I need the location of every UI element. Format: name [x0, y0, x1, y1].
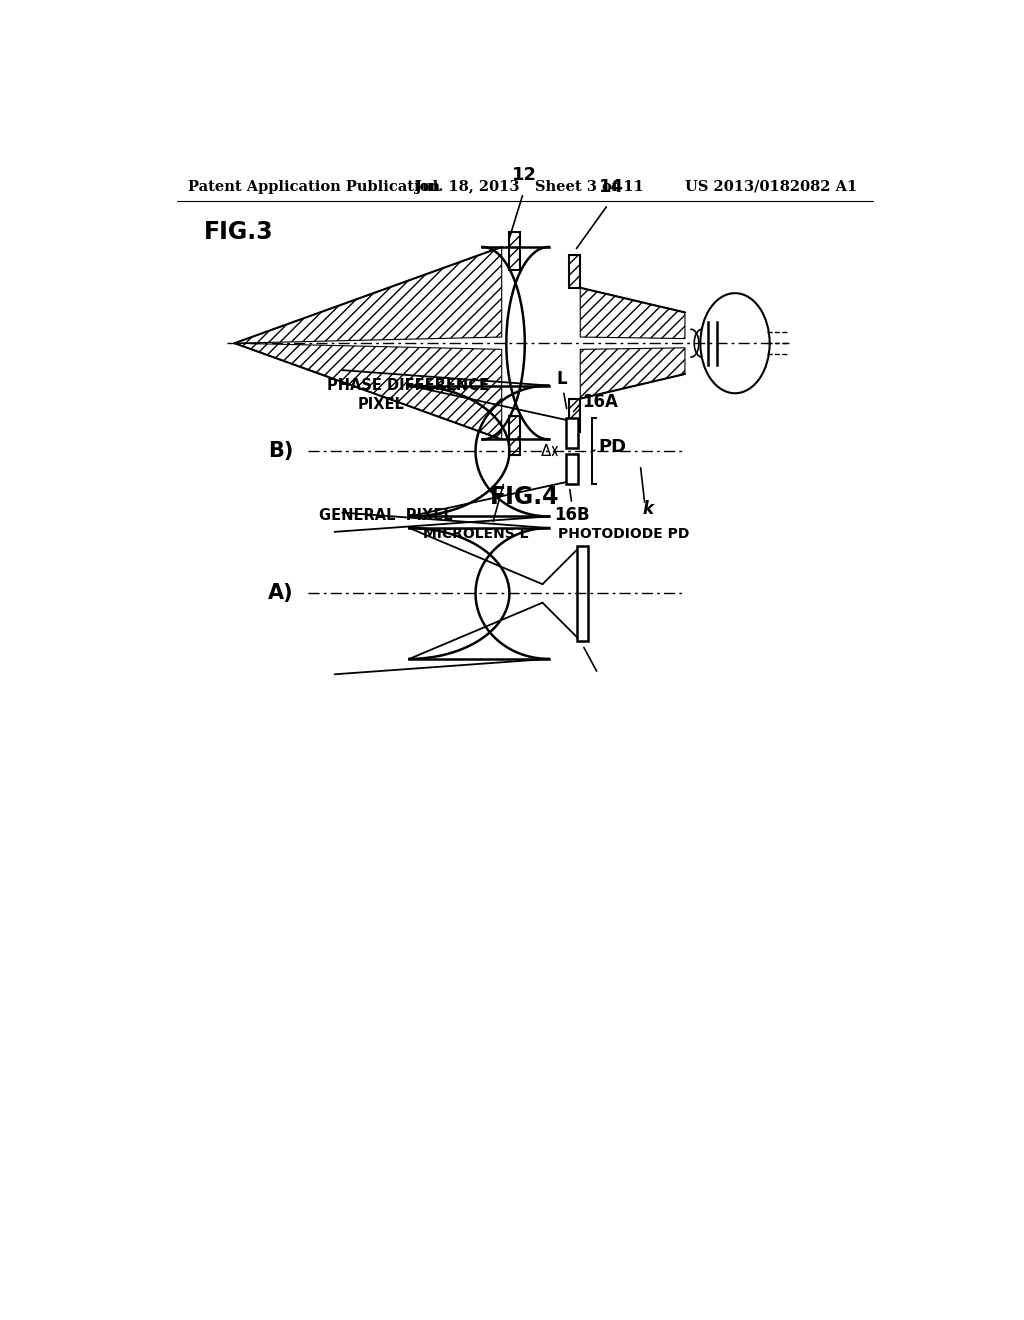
- Text: FIG.4: FIG.4: [490, 486, 559, 510]
- Text: GENERAL  PIXEL: GENERAL PIXEL: [319, 508, 453, 523]
- Text: PHASE DIFFERENCE: PHASE DIFFERENCE: [327, 378, 488, 393]
- Text: Jul. 18, 2013   Sheet 3 of 11: Jul. 18, 2013 Sheet 3 of 11: [416, 180, 644, 194]
- Bar: [565, 417, 578, 449]
- Text: 12: 12: [512, 166, 538, 183]
- Text: B): B): [268, 441, 294, 461]
- Polygon shape: [509, 416, 520, 455]
- Text: PHOTODIODE PD: PHOTODIODE PD: [558, 527, 689, 541]
- Text: 14: 14: [599, 178, 625, 197]
- Polygon shape: [569, 255, 581, 288]
- Text: 16B: 16B: [554, 506, 590, 524]
- Text: Patent Application Publication: Patent Application Publication: [188, 180, 440, 194]
- Text: PD: PD: [598, 438, 626, 457]
- Text: L: L: [556, 370, 567, 388]
- Text: k: k: [642, 500, 653, 517]
- Text: PIXEL: PIXEL: [357, 397, 404, 412]
- Polygon shape: [581, 288, 685, 339]
- Polygon shape: [234, 247, 502, 343]
- Text: MICROLENS L: MICROLENS L: [423, 527, 528, 541]
- Text: FIG.3: FIG.3: [204, 219, 273, 244]
- Text: A): A): [268, 583, 294, 603]
- Polygon shape: [509, 231, 520, 271]
- Polygon shape: [581, 348, 685, 399]
- Text: 16A: 16A: [583, 393, 618, 411]
- Text: US 2013/0182082 A1: US 2013/0182082 A1: [685, 180, 857, 194]
- Polygon shape: [234, 343, 502, 440]
- Bar: [565, 454, 578, 484]
- Bar: [578, 545, 588, 642]
- Polygon shape: [569, 399, 581, 432]
- Text: Δ: Δ: [541, 444, 551, 458]
